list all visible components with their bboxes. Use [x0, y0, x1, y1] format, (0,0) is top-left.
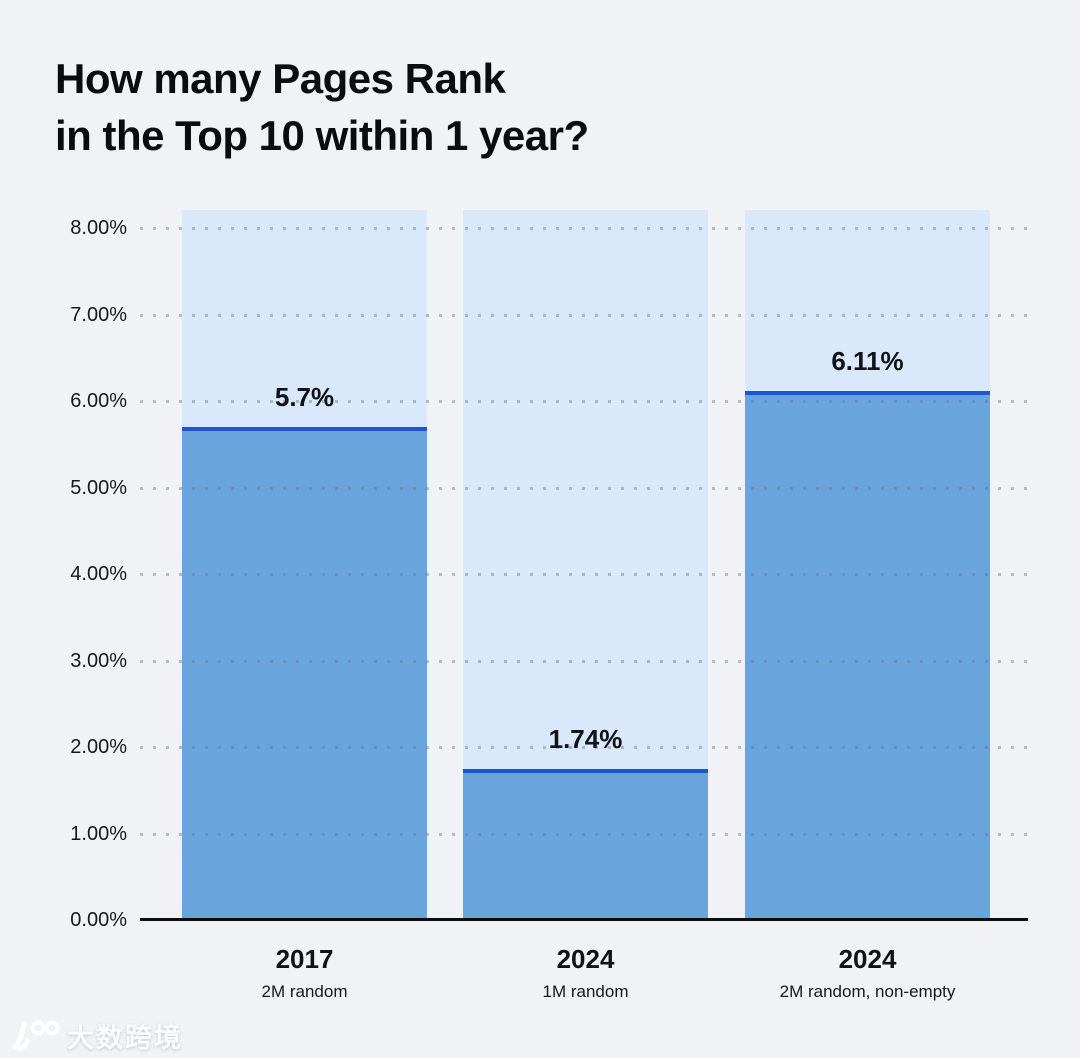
y-axis-tick-label: 0.00% — [70, 909, 127, 931]
dotted-gridline — [140, 400, 1028, 403]
dotted-gridline — [140, 313, 1028, 317]
y-axis-tick-label: 3.00% — [70, 649, 127, 672]
y-axis-tick-label: 2.00% — [70, 736, 127, 758]
chart-title: How many Pages Rank in the Top 10 within … — [55, 50, 589, 164]
y-axis-tick-label: 4.00% — [70, 563, 127, 585]
x-axis-line — [140, 918, 1028, 921]
chart-title-line1: How many Pages Rank — [55, 55, 506, 102]
bar-value-label: 1.74% — [548, 724, 623, 755]
y-axis-tick-label: 7.00% — [70, 303, 127, 326]
x-axis-category-label: 2017 — [275, 944, 334, 974]
x-axis-category-sublabel: 2M random — [261, 982, 348, 1001]
watermark: 大数跨境 — [12, 1016, 183, 1055]
bar-fill — [745, 391, 990, 920]
dotted-gridline — [140, 573, 1028, 576]
x-axis-category-label: 2024 — [556, 944, 615, 974]
watermark-text: 大数跨境 — [67, 1023, 183, 1053]
x-axis-category-sublabel: 2M random, non-empty — [779, 982, 956, 1001]
y-axis-tick-label: 6.00% — [70, 390, 127, 412]
bar-fill — [463, 769, 708, 920]
y-axis-tick-label: 8.00% — [70, 217, 127, 239]
bar-value-label: 6.11% — [831, 346, 904, 377]
dotted-gridline — [140, 659, 1028, 663]
y-axis-tick-label: 1.00% — [70, 822, 127, 845]
x-axis-category-sublabel: 1M random — [542, 982, 629, 1001]
dotted-gridline — [140, 832, 1028, 836]
chart-title-line2: in the Top 10 within 1 year? — [55, 112, 589, 159]
dotted-gridline — [140, 746, 1028, 749]
bar-fill — [182, 426, 427, 920]
dotted-gridline — [140, 486, 1028, 490]
y-axis-tick-label: 5.00% — [70, 476, 127, 499]
dotted-gridline — [140, 227, 1028, 230]
bar-value-label: 5.7% — [274, 381, 335, 412]
watermark-100-logo — [12, 1020, 60, 1051]
x-axis-category-label: 2024 — [838, 944, 897, 974]
